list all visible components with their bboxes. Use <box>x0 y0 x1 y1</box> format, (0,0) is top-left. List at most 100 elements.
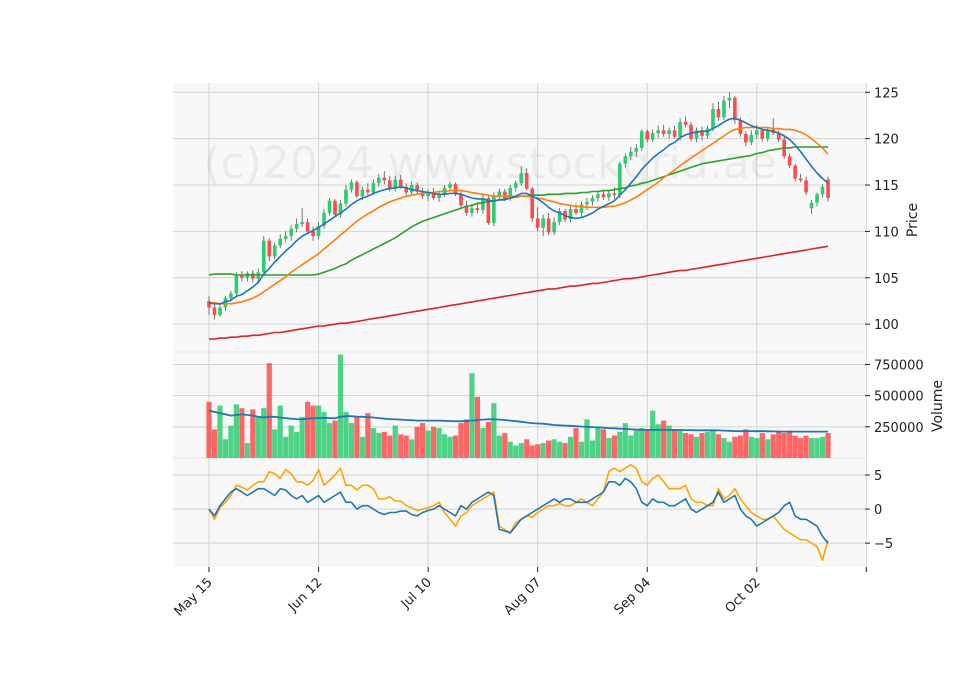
candle-body <box>656 130 660 134</box>
candle-body <box>607 193 611 198</box>
candle-body <box>426 192 430 197</box>
volume-bar <box>573 428 579 458</box>
volume-bar <box>211 429 218 458</box>
volume-bar <box>617 431 623 458</box>
candle-body <box>519 172 524 184</box>
volume-bar <box>387 435 393 458</box>
candle-body <box>218 307 222 315</box>
candle-body <box>278 238 283 246</box>
volume-bar <box>294 431 300 458</box>
candle-body <box>793 165 797 179</box>
volume-bar <box>326 423 333 458</box>
candle-body <box>815 194 819 203</box>
volume-bar <box>250 409 256 458</box>
volume-bar <box>524 439 530 458</box>
candle-body <box>398 179 403 187</box>
volume-bar <box>425 430 431 458</box>
candle-body <box>300 222 304 224</box>
candle-body <box>552 222 556 233</box>
volume-bar <box>650 410 656 458</box>
candle-body <box>530 188 534 219</box>
candle-body <box>628 151 633 157</box>
candle-body <box>322 212 326 226</box>
candle-body <box>760 130 765 139</box>
volume-tick-label: 500000 <box>874 390 924 405</box>
candle-body <box>251 273 255 279</box>
volume-bar <box>398 434 404 458</box>
candle-body <box>634 147 639 152</box>
candle-body <box>486 198 491 224</box>
candle-body <box>639 131 644 148</box>
price-tick-label: 110 <box>874 225 899 240</box>
candle-body <box>826 179 830 199</box>
price-panel-background <box>173 83 865 352</box>
candle-body <box>722 100 726 118</box>
volume-bar <box>715 434 722 458</box>
candle-body <box>705 128 710 136</box>
volume-bar <box>376 433 382 458</box>
candle-body <box>513 183 518 188</box>
candle-body <box>590 198 595 202</box>
candle-body <box>349 182 354 190</box>
candle-body <box>475 208 480 211</box>
candle-body <box>733 97 737 121</box>
volume-bar <box>693 436 700 458</box>
candle-body <box>727 97 732 101</box>
volume-bar <box>228 425 234 458</box>
price-tick-label: 125 <box>874 86 899 101</box>
volume-bar <box>600 429 607 458</box>
candle-body <box>623 156 628 164</box>
candle-body <box>497 191 502 197</box>
candle-body <box>579 204 584 213</box>
volume-bar <box>765 439 771 458</box>
volume-bar <box>611 435 617 458</box>
volume-bar <box>798 438 804 458</box>
volume-bar <box>754 438 760 458</box>
volume-bar <box>381 431 387 458</box>
volume-bar <box>639 428 645 458</box>
volume-bar <box>272 429 278 458</box>
candle-body <box>387 180 392 189</box>
volume-bar <box>365 413 371 458</box>
candle-body <box>689 124 693 139</box>
volume-bar <box>633 430 639 458</box>
candle-body <box>234 275 239 294</box>
volume-bar <box>628 435 634 458</box>
volume-bar <box>502 433 508 458</box>
candle-body <box>333 200 337 215</box>
candle-body <box>431 192 436 199</box>
volume-bar <box>332 420 338 458</box>
candle-body <box>557 211 562 223</box>
candle-body <box>809 202 814 209</box>
candle-body <box>212 307 217 315</box>
volume-bar <box>217 405 223 458</box>
volume-bar <box>655 424 661 458</box>
candle-body <box>787 156 792 166</box>
volume-bar <box>803 435 809 458</box>
volume-bar <box>787 430 793 458</box>
candle-body <box>749 134 754 143</box>
volume-bar <box>255 416 261 458</box>
candle-body <box>744 134 748 143</box>
volume-bar <box>732 436 738 458</box>
volume-bar <box>589 440 596 458</box>
candle-body <box>283 236 288 239</box>
candle-body <box>650 133 655 140</box>
volume-bar <box>420 423 426 458</box>
volume-bar <box>546 440 552 458</box>
candle-body <box>672 130 677 137</box>
volume-bar <box>726 441 733 458</box>
volume-bar <box>540 443 546 458</box>
volume-bar <box>436 428 442 458</box>
volume-bar <box>348 423 355 458</box>
candle-body <box>645 131 650 140</box>
candle-body <box>618 163 622 196</box>
candle-body <box>415 185 419 192</box>
volume-bar <box>392 425 398 458</box>
candle-body <box>316 225 321 237</box>
volume-bar <box>743 429 749 458</box>
volume-bar <box>441 434 448 458</box>
candle-body <box>355 182 359 197</box>
candle-body <box>366 189 370 193</box>
candle-body <box>700 130 704 136</box>
